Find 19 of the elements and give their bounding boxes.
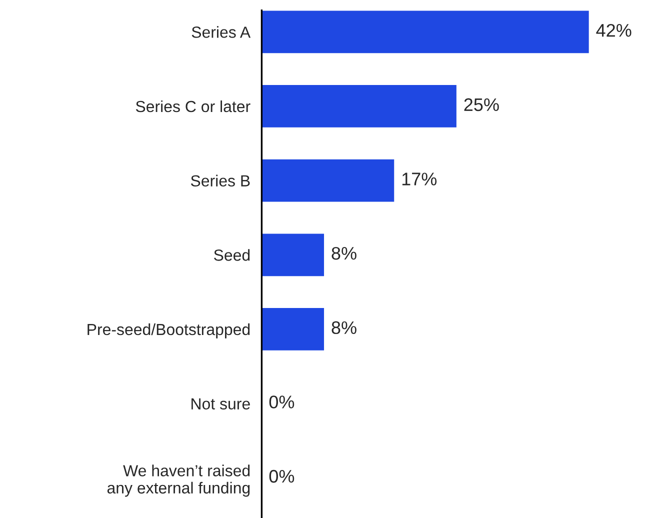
data-label: 42% [596, 24, 632, 37]
bar [262, 308, 324, 350]
bar [262, 234, 324, 276]
y-tick-label: Series A [192, 26, 251, 38]
data-label: 8% [332, 321, 356, 334]
data-label: 0% [269, 396, 294, 408]
y-tick-label: We haven’t raised any external funding [107, 464, 250, 497]
bar [262, 10, 589, 54]
y-tick-label: Pre-seed/Bootstrapped [88, 323, 250, 338]
data-label: 0% [269, 470, 294, 483]
data-label: 8% [332, 246, 356, 260]
y-tick-label: Series B [190, 174, 250, 187]
data-label: 25% [464, 98, 499, 112]
bar [262, 159, 394, 202]
y-tick-label: Series C or later [136, 100, 250, 112]
y-tick-label: Not sure [192, 398, 250, 410]
data-label: 17% [402, 172, 437, 186]
bar [262, 85, 456, 128]
y-tick-label: Seed [214, 249, 250, 261]
